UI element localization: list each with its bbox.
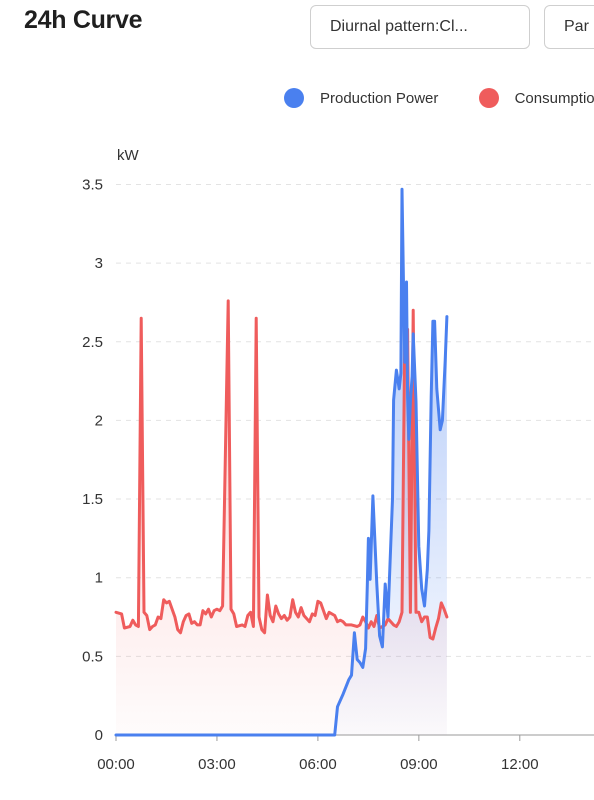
y-tick-label: 2.5 (82, 334, 103, 351)
y-tick-label: 2 (95, 412, 103, 429)
legend-item-production[interactable]: Production Power (284, 88, 438, 108)
legend-label-production: Production Power (320, 89, 439, 107)
legend-marker-production (284, 88, 304, 108)
consumption-area (116, 300, 447, 735)
x-tick-label: 09:00 (400, 756, 438, 773)
legend-item-consumption[interactable]: Consumption Power (478, 88, 594, 108)
series-lines (114, 187, 449, 737)
x-tick-label: 03:00 (198, 756, 236, 773)
series-areas (116, 189, 447, 735)
y-tick-label: 3 (95, 255, 103, 272)
page-title: 24h Curve (24, 6, 143, 34)
y-tick-label: 1 (95, 570, 103, 587)
diurnal-pattern-dropdown[interactable]: Diurnal pattern:Cl... (310, 5, 530, 49)
production-line (114, 187, 449, 737)
chart-legend: Production Power Consumption Power (284, 88, 594, 112)
y-tick-label: 0.5 (82, 648, 103, 665)
y-tick-label: 3.5 (82, 176, 103, 193)
y-axis-ticks: 0 0.5 1 1.5 2 2.5 3 3.5 (82, 176, 103, 744)
x-tick-label: 00:00 (97, 756, 135, 773)
parameter-dropdown[interactable]: Par (544, 5, 594, 49)
consumption-line (114, 299, 449, 641)
legend-label-consumption: Consumption Power (514, 89, 594, 107)
x-tick-label: 06:00 (299, 756, 337, 773)
y-tick-label: 0 (95, 727, 103, 744)
x-tick-label: 12:00 (501, 756, 539, 773)
y-tick-label: 1.5 (82, 491, 103, 508)
y-axis-unit-label: kW (117, 147, 140, 164)
legend-marker-consumption (478, 88, 499, 108)
production-area (116, 189, 447, 735)
